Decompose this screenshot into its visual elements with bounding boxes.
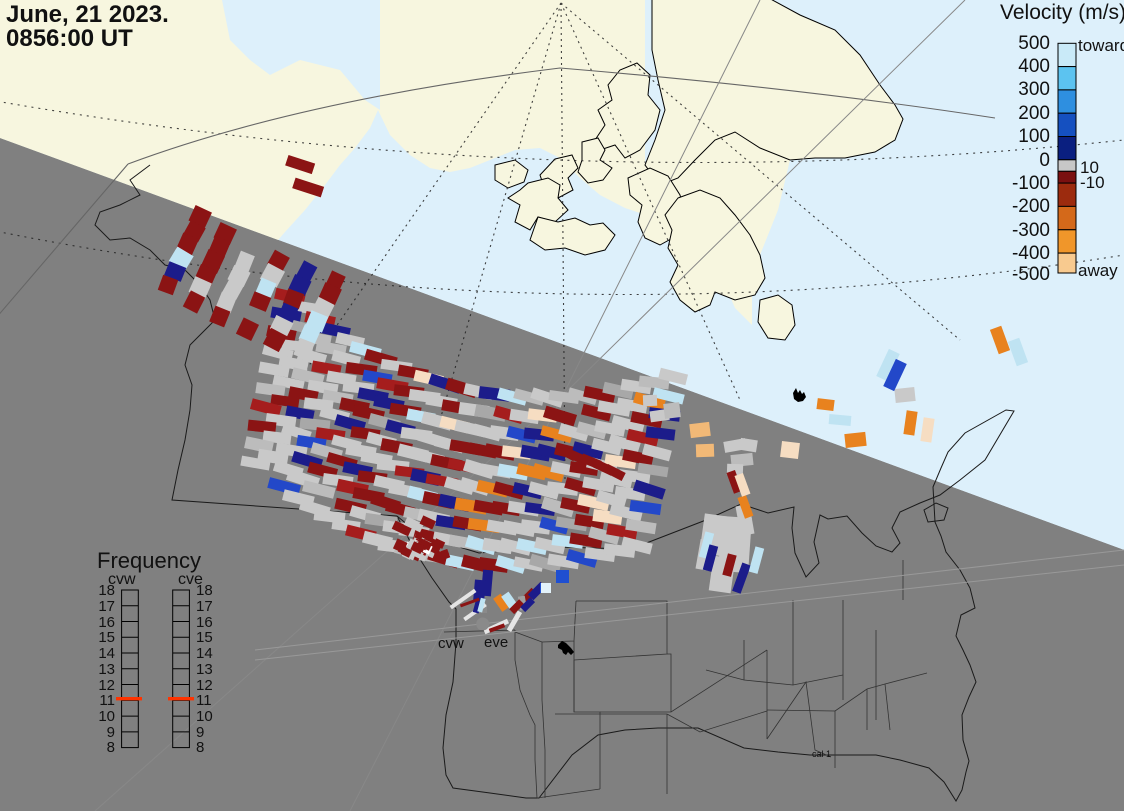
svg-text:0856:00 UT: 0856:00 UT xyxy=(6,25,133,52)
svg-text:away: away xyxy=(1078,261,1118,280)
svg-text:cal 1: cal 1 xyxy=(812,749,831,759)
svg-text:June, 21 2023.: June, 21 2023. xyxy=(6,1,169,28)
svg-text:17: 17 xyxy=(196,598,213,615)
svg-text:cvw: cvw xyxy=(438,635,464,652)
svg-text:8: 8 xyxy=(196,739,204,756)
svg-text:11: 11 xyxy=(196,692,212,709)
svg-text:14: 14 xyxy=(196,645,213,662)
svg-text:-200: -200 xyxy=(1012,196,1050,217)
svg-text:15: 15 xyxy=(196,629,213,646)
svg-text:-400: -400 xyxy=(1012,243,1050,264)
svg-text:Frequency: Frequency xyxy=(97,548,201,573)
svg-text:14: 14 xyxy=(98,645,115,662)
svg-text:-10: -10 xyxy=(1080,173,1105,192)
svg-text:17: 17 xyxy=(98,598,115,615)
svg-text:0: 0 xyxy=(1039,150,1050,171)
svg-text:10: 10 xyxy=(98,708,115,725)
svg-text:Velocity (m/s): Velocity (m/s) xyxy=(1000,1,1124,24)
svg-text:toward: toward xyxy=(1078,36,1124,55)
svg-text:11: 11 xyxy=(99,692,115,709)
svg-text:100: 100 xyxy=(1018,126,1050,147)
svg-text:18: 18 xyxy=(98,582,115,599)
svg-text:eve: eve xyxy=(484,634,508,651)
svg-text:13: 13 xyxy=(98,661,115,678)
svg-text:8: 8 xyxy=(107,739,115,756)
svg-text:10: 10 xyxy=(196,708,213,725)
svg-text:-100: -100 xyxy=(1012,173,1050,194)
svg-text:15: 15 xyxy=(98,629,115,646)
svg-text:300: 300 xyxy=(1018,79,1050,100)
svg-text:400: 400 xyxy=(1018,56,1050,77)
svg-text:200: 200 xyxy=(1018,103,1050,124)
svg-text:-300: -300 xyxy=(1012,220,1050,241)
svg-text:-500: -500 xyxy=(1012,264,1050,285)
svg-text:13: 13 xyxy=(196,661,213,678)
svg-text:500: 500 xyxy=(1018,33,1050,54)
svg-text:18: 18 xyxy=(196,582,213,599)
